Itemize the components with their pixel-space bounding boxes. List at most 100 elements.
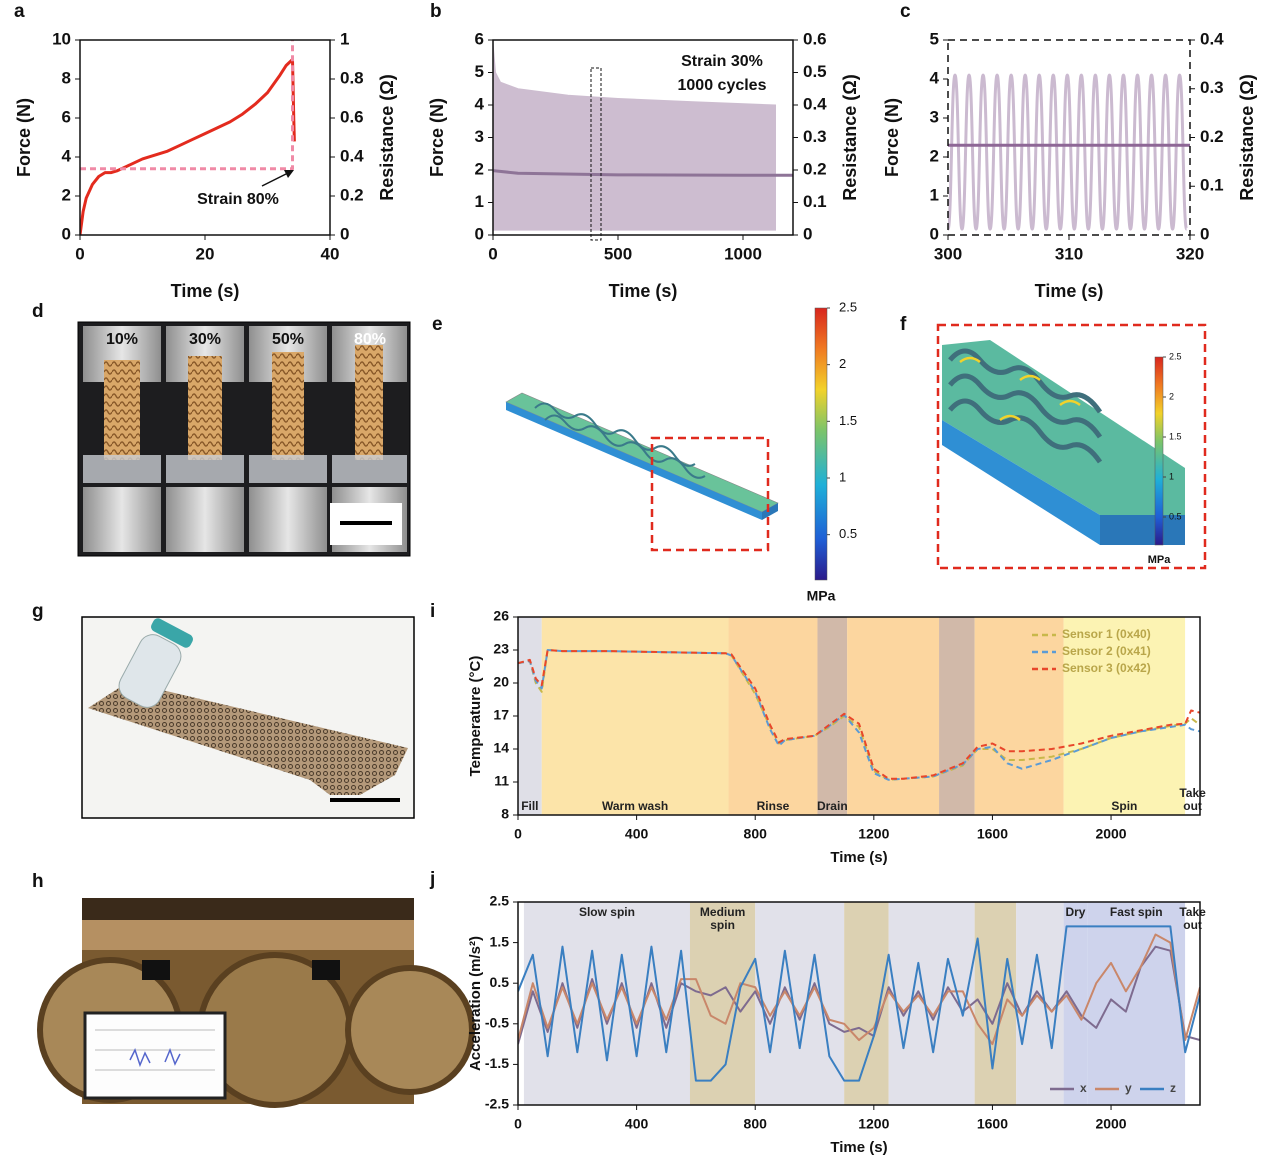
phase-label: Fast spin xyxy=(1087,906,1185,919)
chart: c30031032001234500.10.20.30.4Time (s)For… xyxy=(882,1,1257,301)
y-tick-label: 20 xyxy=(493,674,509,690)
colorbar-label: 0.5 xyxy=(839,526,857,541)
phase-label: Medium spin xyxy=(690,906,755,932)
y2-tick-label: 0 xyxy=(340,224,349,243)
x-tick-label: 1200 xyxy=(858,1116,889,1132)
colorbar-label: 2 xyxy=(1169,391,1174,401)
y-tick-label: 4 xyxy=(930,68,940,87)
y-tick-label: 23 xyxy=(493,641,509,657)
y-tick-label: 2.5 xyxy=(490,893,510,909)
colorbar-label: 1 xyxy=(839,469,846,484)
legend-label: y xyxy=(1125,1081,1132,1095)
y-tick-label: 1 xyxy=(475,192,484,211)
panel-letter: a xyxy=(14,1,25,22)
y2-tick-label: 0.3 xyxy=(1200,78,1224,97)
panel-letter: f xyxy=(900,314,907,335)
y2-tick-label: 0.4 xyxy=(340,146,364,165)
series-group xyxy=(493,43,793,230)
colorbar-label: 1.5 xyxy=(1169,431,1182,441)
strain-label: 80% xyxy=(354,331,386,348)
annotation: 1000 cycles xyxy=(678,77,767,94)
phase-region xyxy=(847,617,939,815)
photo-g xyxy=(82,616,414,818)
legend-label: Sensor 2 (0x41) xyxy=(1062,644,1151,658)
y-tick-label: 4 xyxy=(62,146,72,165)
colorbar-label: 2.5 xyxy=(1169,351,1182,361)
phase-region xyxy=(844,902,888,1105)
strain-label: 10% xyxy=(106,331,138,348)
y-tick-label: -1.5 xyxy=(485,1055,509,1071)
panel-letter: e xyxy=(432,314,443,335)
y-tick-label: 0 xyxy=(930,224,939,243)
x-tick-label: 0 xyxy=(514,826,522,842)
y2-tick-label: 0.2 xyxy=(803,159,827,178)
phase-label-box: Medium spin xyxy=(690,906,755,936)
phase-label: Rinse xyxy=(729,800,818,813)
x-axis-label: Time (s) xyxy=(171,281,240,301)
x-tick-label: 400 xyxy=(625,1116,649,1132)
y-tick-label: 1 xyxy=(930,185,939,204)
x-axis-label: Time (s) xyxy=(609,281,678,301)
y-tick-label: -2.5 xyxy=(485,1096,509,1112)
y-tick-label: 5 xyxy=(475,62,484,81)
data-line xyxy=(80,40,293,169)
y-tick-label: 0.5 xyxy=(490,974,510,990)
y-axis-label: Acceleration (m/s²) xyxy=(467,936,484,1071)
y-tick-label: 17 xyxy=(493,707,509,723)
y-tick-label: 2 xyxy=(475,159,484,178)
y2-tick-label: 0.8 xyxy=(340,68,364,87)
y2-tick-label: 0.1 xyxy=(1200,176,1224,195)
y-axis-label: Force (N) xyxy=(427,98,447,177)
y-tick-label: 0 xyxy=(475,224,484,243)
phase-label: Warm wash xyxy=(542,800,729,813)
y2-tick-label: 1 xyxy=(340,29,349,48)
y2-tick-label: 0 xyxy=(803,224,812,243)
strain-label: 50% xyxy=(272,331,304,348)
phase-region xyxy=(939,617,975,815)
x-tick-label: 300 xyxy=(934,244,962,263)
x-tick-label: 1600 xyxy=(977,1116,1008,1132)
chart: iFillWarm washRinseDrainSpinTake out0400… xyxy=(430,601,1212,866)
data-line xyxy=(80,60,294,236)
x-tick-label: 1600 xyxy=(977,826,1008,842)
simulation-f xyxy=(938,325,1205,568)
x-tick-label: 0 xyxy=(514,1116,522,1132)
panel-letter: c xyxy=(900,1,911,22)
y-tick-label: 14 xyxy=(493,740,509,756)
colorbar-label: 1.5 xyxy=(839,413,857,428)
x-tick-label: 500 xyxy=(604,244,632,263)
y-axis-label: Force (N) xyxy=(14,98,34,177)
y-tick-label: 26 xyxy=(493,608,509,624)
x-tick-label: 1000 xyxy=(724,244,762,263)
phase-label-box: Warm wash xyxy=(542,785,729,815)
y-axis-label: Temperature (°C) xyxy=(467,656,484,777)
y-tick-label: 1.5 xyxy=(490,933,510,949)
y-tick-label: 6 xyxy=(62,107,71,126)
data-line xyxy=(948,75,1187,229)
annotation: Strain 80% xyxy=(197,191,279,208)
annotation-arrow xyxy=(262,172,290,186)
photo-d: 10% 30% 50% 80% xyxy=(78,322,410,556)
y2-axis-label: Resistance (Ω) xyxy=(377,74,397,200)
x-tick-label: 1200 xyxy=(858,826,889,842)
phase-region xyxy=(755,902,844,1105)
y-axis-label: Force (N) xyxy=(882,98,902,177)
x-axis-label: Time (s) xyxy=(1035,281,1104,301)
phase-label-box: Slow spin xyxy=(524,906,690,936)
panel-letter: d xyxy=(32,301,44,322)
colorbar-unit: MPa xyxy=(807,588,836,604)
y-tick-label: 6 xyxy=(475,29,484,48)
x-tick-label: 400 xyxy=(625,826,649,842)
annotation: Strain 30% xyxy=(681,53,763,70)
x-tick-label: 0 xyxy=(75,244,84,263)
x-tick-label: 40 xyxy=(321,244,340,263)
y-tick-label: 3 xyxy=(930,107,939,126)
y2-tick-label: 0.1 xyxy=(803,192,827,211)
legend-label: Sensor 1 (0x40) xyxy=(1062,627,1151,641)
colorbar-label: 2.5 xyxy=(839,299,857,314)
series-group xyxy=(948,75,1190,229)
y-tick-label: 11 xyxy=(494,773,509,789)
colorbar-unit: MPa xyxy=(1148,554,1172,566)
colorbar-label: 2 xyxy=(839,356,846,371)
